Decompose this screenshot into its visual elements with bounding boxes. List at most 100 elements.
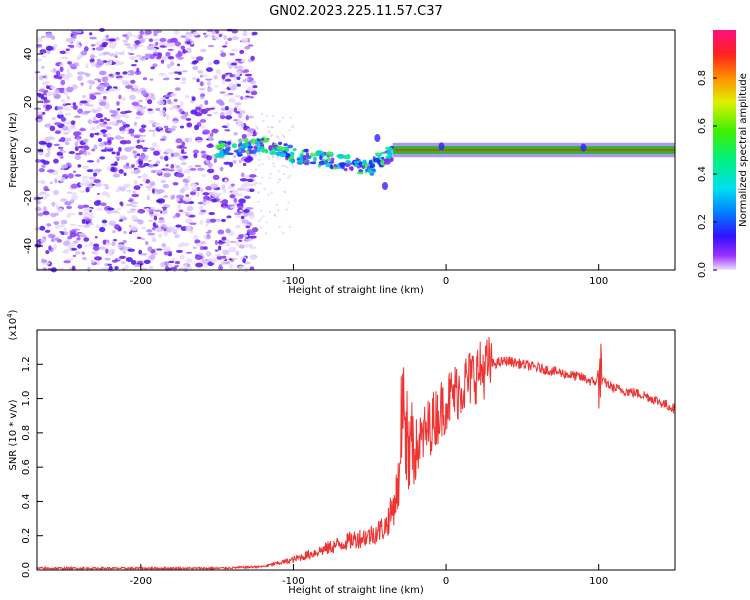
noise-dot: [116, 108, 121, 111]
noise-dot: [130, 63, 137, 67]
trace-blob: [284, 152, 291, 159]
noise-dot: [244, 73, 253, 77]
colorbar: 0.0 0.2 0.4 0.6 0.8 Normalized spectral ampl…: [697, 30, 749, 278]
noise-dot: [53, 89, 60, 95]
noise-dot: [248, 115, 254, 119]
noise-dot: [38, 167, 45, 173]
noise-dot: [249, 174, 257, 178]
noise-dot: [105, 146, 114, 149]
trace-blob: [329, 164, 334, 170]
noise-dot: [89, 132, 95, 138]
noise-dot: [146, 229, 153, 233]
noise-dot: [191, 60, 198, 65]
noise-dot: [142, 77, 148, 81]
noise-dot: [38, 88, 46, 93]
noise-dot: [137, 208, 146, 214]
noise-dot: [236, 236, 244, 240]
noise-dot: [270, 125, 273, 128]
noise-dot: [245, 95, 250, 98]
noise-dot: [72, 254, 77, 257]
x-tick-label: -200: [129, 576, 152, 587]
noise-dot: [157, 233, 163, 239]
trace-blob: [215, 144, 222, 149]
noise-dot: [87, 152, 91, 156]
y-tick-label: 0.4: [21, 493, 32, 509]
noise-dot: [72, 34, 77, 40]
noise-dot: [158, 41, 165, 47]
noise-dot: [90, 44, 96, 47]
trace-blob: [255, 144, 262, 147]
noise-dot: [133, 168, 141, 174]
noise-dot: [123, 172, 127, 176]
noise-dot: [220, 115, 225, 118]
noise-dot: [201, 258, 209, 265]
noise-dot: [135, 40, 140, 46]
noise-dot: [191, 183, 196, 186]
noise-dot: [59, 146, 64, 152]
noise-dot: [51, 235, 55, 240]
noise-dot: [43, 185, 49, 192]
noise-dot: [192, 77, 197, 80]
noise-dot: [153, 215, 158, 221]
noise-dot: [44, 81, 50, 84]
noise-dot: [95, 208, 104, 211]
noise-dot: [278, 119, 281, 122]
noise-dot: [239, 49, 245, 54]
noise-dot: [159, 130, 165, 133]
noise-dot: [120, 201, 124, 207]
noise-dot: [139, 37, 146, 43]
noise-dot: [271, 134, 274, 137]
noise-dot: [69, 223, 77, 226]
trace-blob: [287, 144, 294, 149]
noise-dot: [131, 164, 135, 168]
noise-dot: [197, 201, 204, 205]
noise-dot: [56, 70, 61, 76]
noise-dot: [174, 260, 181, 265]
noise-dot: [283, 164, 287, 167]
noise-dot: [95, 46, 104, 51]
noise-dot: [77, 205, 84, 210]
noise-dot: [165, 164, 169, 167]
noise-dot: [225, 115, 233, 120]
noise-dot: [192, 149, 200, 154]
noise-dot: [54, 122, 62, 126]
noise-dot: [62, 74, 70, 80]
noise-dot: [205, 185, 213, 191]
noise-dot: [134, 59, 139, 63]
noise-dot: [56, 151, 64, 157]
noise-dot: [193, 235, 199, 241]
noise-dot: [158, 72, 167, 76]
noise-dot: [262, 119, 265, 122]
trace-blob: [227, 152, 234, 156]
noise-dot: [228, 246, 237, 253]
noise-dot: [170, 226, 176, 229]
noise-dot: [281, 134, 285, 137]
noise-dot: [60, 219, 68, 225]
noise-dot: [81, 251, 85, 255]
noise-dot: [224, 41, 228, 45]
noise-dot: [126, 203, 132, 207]
noise-dot: [190, 187, 195, 190]
spectrogram-xlabel: Height of straight line (km): [288, 285, 424, 296]
noise-dot: [60, 164, 69, 169]
noise-dot: [187, 214, 196, 218]
y-tick-label: 40: [23, 48, 34, 61]
noise-dot: [277, 136, 280, 139]
noise-dot: [119, 155, 128, 161]
trace-blob: [300, 157, 304, 162]
noise-dot: [192, 31, 199, 36]
noise-dot: [122, 39, 128, 43]
noise-dot: [213, 59, 220, 65]
noise-dot: [88, 176, 97, 181]
noise-dot: [138, 128, 146, 133]
noise-dot: [96, 158, 100, 163]
noise-dot: [148, 219, 153, 222]
trace-blob: [353, 164, 360, 167]
noise-dot: [69, 213, 76, 216]
noise-dot: [121, 97, 126, 101]
noise-dot: [153, 163, 159, 167]
noise-dot: [122, 80, 130, 86]
noise-dot: [221, 74, 226, 80]
noise-dot: [35, 158, 41, 163]
noise-dot: [232, 154, 237, 158]
